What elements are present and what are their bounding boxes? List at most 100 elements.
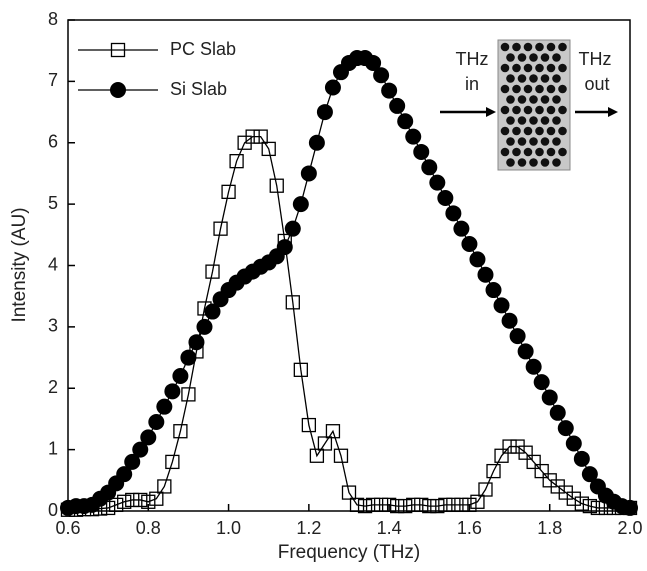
x-tick-label: 0.8 — [136, 518, 161, 538]
hole — [546, 147, 556, 157]
marker — [581, 466, 598, 483]
marker — [349, 497, 365, 513]
marker — [414, 497, 429, 513]
arrow-out-head — [608, 107, 618, 117]
inset: THz in THz out — [440, 39, 618, 171]
hole — [517, 116, 527, 125]
marker — [180, 349, 197, 366]
hole — [517, 137, 527, 146]
marker — [284, 220, 301, 237]
hole — [523, 84, 533, 94]
marker — [430, 498, 445, 514]
hole — [540, 74, 550, 83]
marker — [501, 312, 518, 329]
hole — [540, 137, 550, 146]
marker — [229, 154, 244, 169]
hole — [546, 63, 556, 73]
marker — [261, 141, 276, 157]
hole — [500, 105, 510, 115]
hole — [529, 158, 538, 167]
marker — [188, 334, 205, 351]
marker — [157, 479, 172, 494]
hole — [500, 42, 510, 52]
marker — [324, 79, 341, 96]
marker — [502, 439, 517, 454]
marker — [381, 497, 397, 513]
marker — [197, 301, 212, 316]
hole — [558, 126, 567, 136]
hole — [523, 63, 533, 73]
marker — [196, 318, 213, 335]
x-tick-label: 1.6 — [457, 518, 482, 538]
marker — [132, 441, 149, 458]
marker — [116, 466, 133, 483]
legend-label: PC Slab — [170, 39, 236, 59]
legend-label: Si Slab — [170, 79, 227, 99]
marker — [133, 492, 148, 508]
marker — [549, 404, 566, 421]
y-tick-label: 4 — [48, 254, 58, 274]
y-tick-label: 7 — [48, 70, 58, 90]
marker — [60, 502, 76, 517]
marker — [333, 448, 349, 463]
hole — [506, 116, 515, 125]
hole — [517, 95, 527, 104]
marker — [365, 54, 382, 71]
marker — [301, 417, 317, 433]
marker — [390, 498, 405, 514]
marker — [429, 174, 446, 191]
hole — [552, 116, 561, 125]
hole — [517, 158, 527, 167]
x-tick-label: 2.0 — [617, 518, 642, 538]
marker — [494, 448, 509, 463]
marker — [365, 497, 381, 513]
y-tick-label: 1 — [48, 438, 58, 458]
marker — [76, 502, 92, 517]
hole — [558, 63, 567, 73]
hole — [506, 95, 515, 104]
marker — [422, 498, 437, 514]
marker — [614, 500, 630, 516]
marker — [125, 492, 140, 508]
marker — [454, 497, 469, 513]
hole — [506, 158, 515, 167]
marker — [486, 463, 501, 479]
marker — [205, 264, 220, 279]
marker — [406, 497, 421, 513]
hole — [500, 147, 510, 157]
marker — [117, 494, 132, 509]
marker — [149, 491, 164, 506]
marker — [293, 362, 308, 377]
hole — [512, 42, 521, 52]
hole — [512, 147, 521, 157]
marker — [485, 282, 502, 299]
marker — [148, 414, 165, 431]
hole — [500, 84, 510, 94]
marker — [438, 497, 453, 513]
marker — [509, 328, 526, 345]
hole — [546, 84, 556, 94]
inset-label: THz — [579, 49, 612, 69]
marker — [469, 251, 486, 268]
hole — [500, 63, 510, 73]
marker — [309, 448, 325, 463]
hole — [535, 42, 544, 52]
hole — [552, 158, 561, 167]
hole — [552, 95, 561, 104]
hole — [512, 105, 521, 115]
marker — [109, 497, 124, 513]
marker — [381, 82, 398, 99]
marker — [397, 113, 414, 130]
y-tick-label: 8 — [48, 9, 58, 29]
inset-holes — [500, 42, 567, 167]
hole — [506, 53, 515, 62]
marker — [453, 220, 470, 237]
marker — [189, 344, 204, 359]
inset-label: THz — [456, 49, 489, 69]
marker — [421, 159, 438, 176]
hole — [535, 84, 544, 94]
hole — [529, 95, 538, 104]
hole — [552, 74, 561, 83]
marker — [478, 482, 493, 497]
